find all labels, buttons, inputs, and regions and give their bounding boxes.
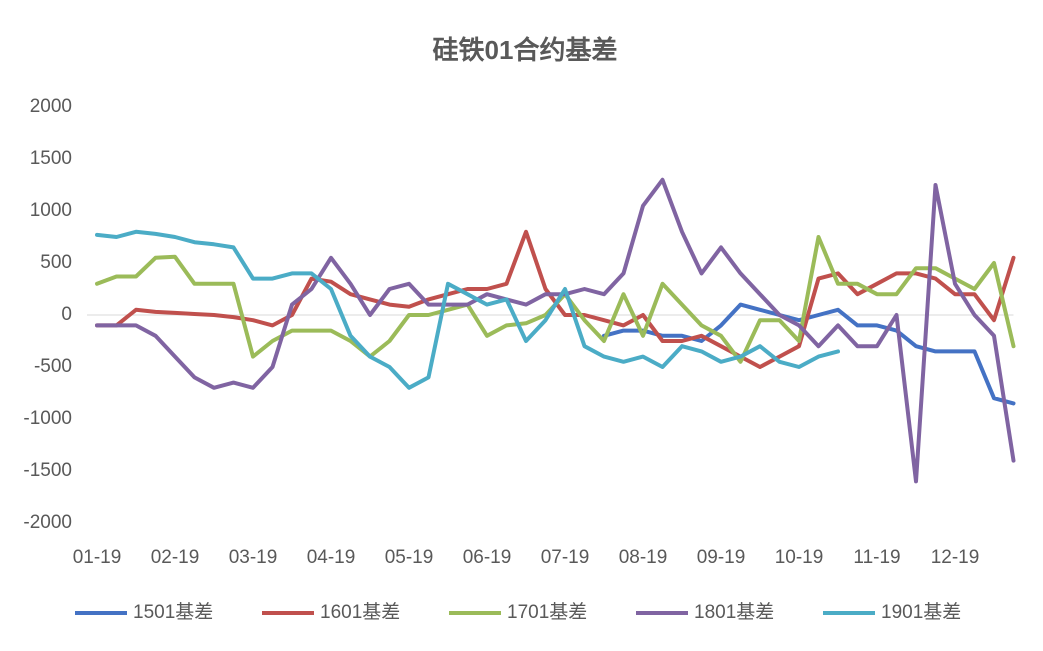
y-tick-label: -1000 [23, 408, 72, 429]
legend-label: 1801基差 [694, 601, 774, 623]
x-tick-label: 02-19 [151, 547, 200, 568]
x-tick-label: 09-19 [697, 547, 746, 568]
y-tick-label: 2000 [30, 96, 72, 117]
y-tick-label: 0 [61, 304, 72, 325]
x-tick-label: 07-19 [541, 547, 590, 568]
y-tick-label: 500 [40, 252, 72, 273]
y-tick-label: 1500 [30, 148, 72, 169]
legend-label: 1501基差 [133, 601, 213, 623]
x-tick-label: 04-19 [307, 547, 356, 568]
x-tick-label: 08-19 [619, 547, 668, 568]
legend-label: 1701基差 [507, 601, 587, 623]
x-tick-label: 01-19 [73, 547, 122, 568]
series-line [95, 177, 1016, 484]
x-tick-label: 03-19 [229, 547, 278, 568]
legend-label: 1901基差 [881, 601, 961, 623]
y-tick-label: -1500 [23, 460, 72, 481]
x-tick-label: 05-19 [385, 547, 434, 568]
x-tick-label: 06-19 [463, 547, 512, 568]
x-tick-label: 11-19 [853, 547, 900, 568]
y-tick-label: 1000 [30, 200, 72, 221]
x-tick-label: 10-19 [775, 547, 824, 568]
series-line [95, 229, 840, 390]
y-tick-label: -500 [34, 356, 72, 377]
y-tick-label: -2000 [23, 512, 72, 533]
chart-title: 硅铁01合约基差 [433, 35, 618, 65]
legend-label: 1601基差 [320, 601, 400, 623]
x-tick-label: 12-19 [931, 547, 980, 568]
